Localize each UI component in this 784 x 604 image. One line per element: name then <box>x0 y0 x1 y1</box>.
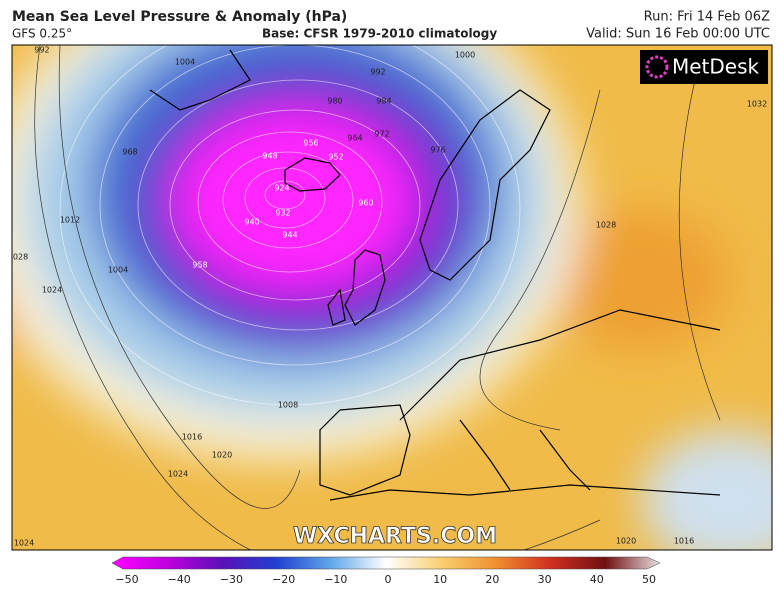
isobar-label: 980 <box>327 97 342 106</box>
isobar-label: 924 <box>274 184 289 193</box>
isobar-label: 968 <box>122 148 137 157</box>
colorbar-tick-label: 20 <box>485 573 499 586</box>
isobar-label: 976 <box>430 146 445 155</box>
colorbar-tick-label: −50 <box>115 573 138 586</box>
isobar-label: 956 <box>303 139 318 148</box>
run: Run: Fri 14 Feb 06Z <box>644 10 770 25</box>
colorbar-tick-label: 30 <box>538 573 552 586</box>
isobar-label: 984 <box>376 97 391 106</box>
logo-text: MetDesk <box>672 55 760 79</box>
isobar-label: 1028 <box>8 253 28 262</box>
isobar-label: 940 <box>244 218 259 227</box>
isobar-label: 1028 <box>596 221 616 230</box>
watermark: WXCHARTS.COM <box>293 524 497 549</box>
isobar-label: 1012 <box>60 216 80 225</box>
isobar-label: 964 <box>347 134 362 143</box>
colorbar-tick-label: 10 <box>433 573 447 586</box>
colorbar-tick-label: −20 <box>272 573 295 586</box>
base: Base: CFSR 1979-2010 climatology <box>262 27 497 41</box>
logo-box <box>640 50 768 84</box>
isobar-label: 992 <box>34 46 49 55</box>
isobar-label: 1016 <box>674 537 694 546</box>
colorbar-tick-label: 40 <box>590 573 604 586</box>
isobar-label: 944 <box>282 231 297 240</box>
isobar-label: 992 <box>370 68 385 77</box>
isobar-label: 1004 <box>108 266 128 275</box>
isobar-label: 1020 <box>616 537 636 546</box>
map: MetDesk WXCHARTS.COM 992 1004 992 1000 980 98… <box>8 45 772 550</box>
valid: Valid: Sun 16 Feb 00:00 UTC <box>586 27 770 42</box>
isobar-label: 1016 <box>182 433 202 442</box>
isobar-label: 948 <box>262 152 277 161</box>
isobar-label: 1020 <box>212 451 232 460</box>
isobar-label: 960 <box>358 199 373 208</box>
model: GFS 0.25° <box>12 27 72 41</box>
colorbar-tick-label: −40 <box>168 573 191 586</box>
isobar-label: 932 <box>275 209 290 218</box>
colorbar-tick-label: 0 <box>385 573 392 586</box>
isobar-label: 1000 <box>455 51 475 60</box>
title: Mean Sea Level Pressure & Anomaly (hPa) <box>12 9 347 25</box>
colorbar-tick-label: −10 <box>324 573 347 586</box>
isobar-label: 1032 <box>747 100 767 109</box>
isobar-label: 958 <box>192 261 207 270</box>
isobar-label: 1004 <box>175 58 195 67</box>
colorbar-tick-label: −30 <box>220 573 243 586</box>
map-frame <box>11 44 773 551</box>
isobar-label: 1008 <box>278 401 298 410</box>
isobar-label: 1024 <box>168 470 188 479</box>
colorbar-tick-label: 50 <box>642 573 656 586</box>
colorbar <box>111 556 661 570</box>
isobar-label: 952 <box>328 153 343 162</box>
isobar-label: 1024 <box>14 539 34 548</box>
isobar-label: 972 <box>374 130 389 139</box>
isobar-label: 1024 <box>42 286 62 295</box>
